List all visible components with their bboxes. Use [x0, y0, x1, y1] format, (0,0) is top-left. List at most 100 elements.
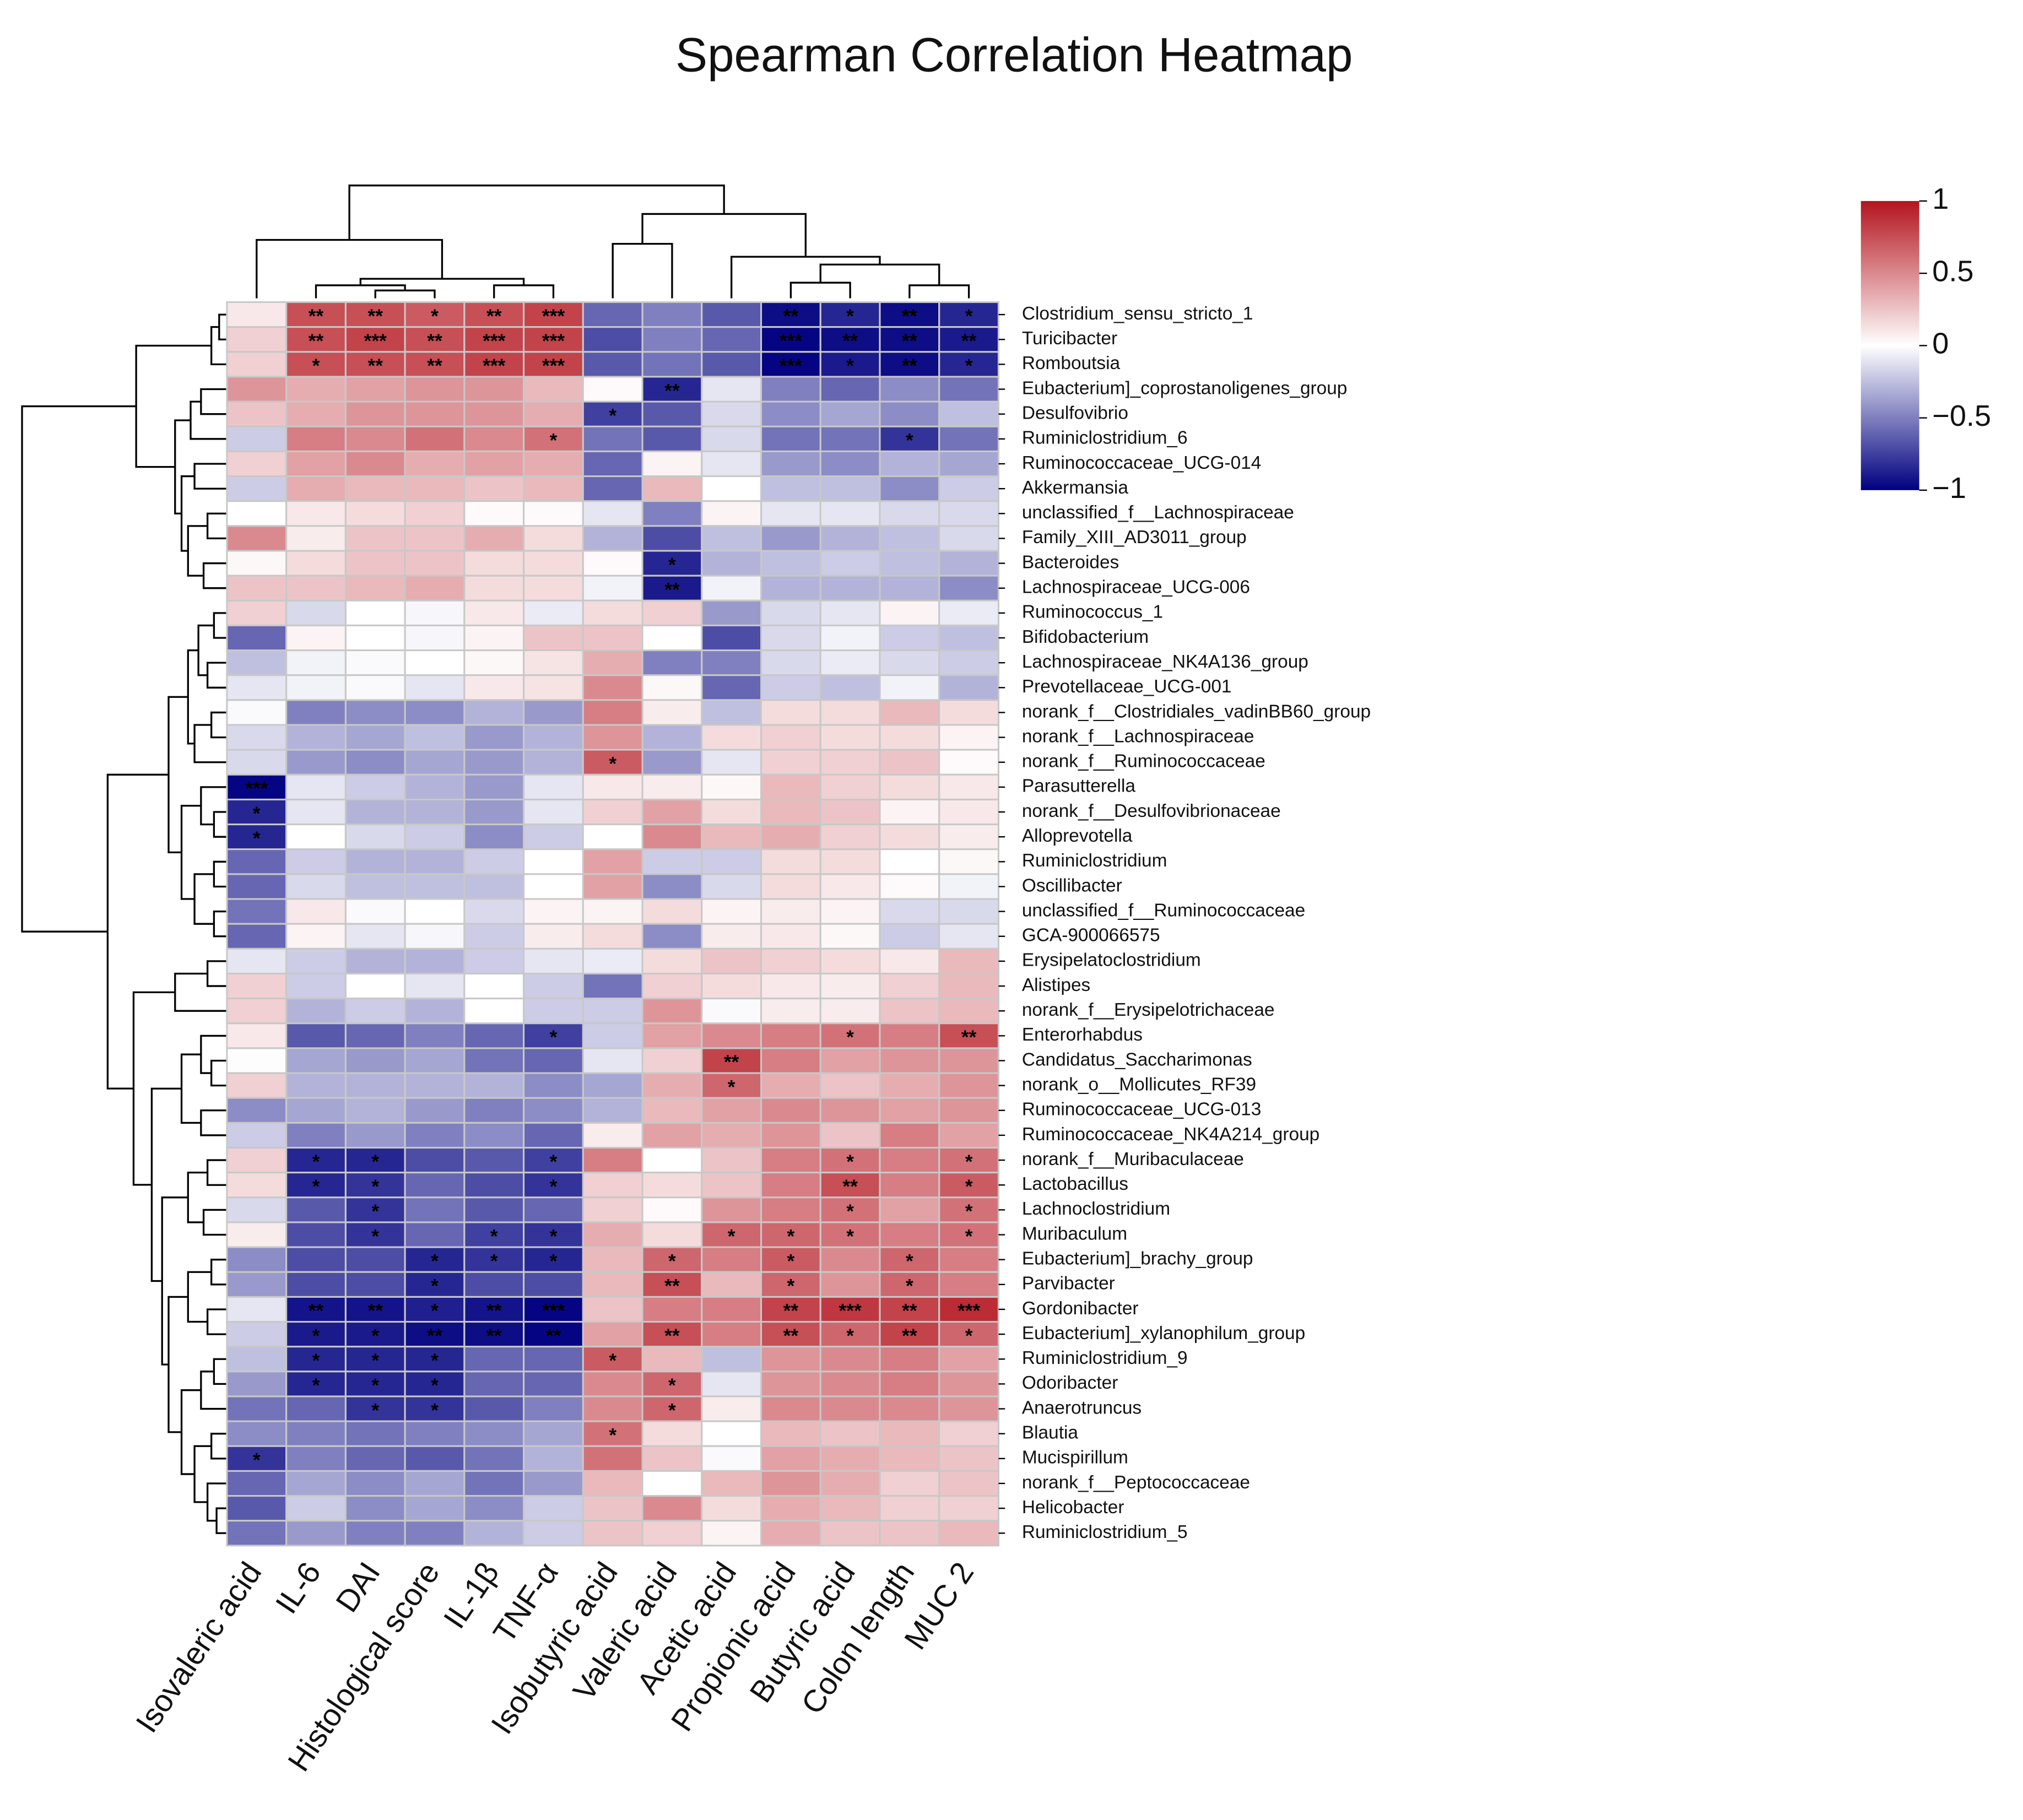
heatmap-cell	[463, 998, 525, 1025]
heatmap-cell	[226, 475, 288, 502]
heatmap-cell	[641, 674, 703, 701]
heatmap-cell	[760, 1470, 821, 1497]
heatmap-cell	[819, 450, 881, 478]
heatmap-cell	[819, 525, 881, 552]
heatmap-cell	[285, 1495, 347, 1522]
heatmap-cell	[938, 1371, 999, 1398]
dendrogram-branch	[213, 860, 227, 888]
heatmap-cell	[701, 749, 762, 776]
significance-mark: **	[427, 331, 442, 352]
heatmap-cell	[226, 599, 288, 626]
heatmap-cell	[404, 1122, 466, 1149]
heatmap-cell	[285, 1271, 347, 1298]
heatmap-cell	[226, 525, 288, 552]
dendrogram-branch	[908, 284, 970, 299]
heatmap-cell	[819, 674, 881, 701]
heatmap-cell	[404, 1470, 466, 1497]
dendrogram-branch	[200, 1109, 227, 1136]
significance-mark: *	[431, 1350, 439, 1372]
heatmap-cell	[582, 923, 643, 950]
significance-mark: *	[609, 1424, 616, 1446]
significance-mark: **	[902, 306, 917, 327]
heatmap-cell	[344, 1470, 406, 1497]
heatmap-cell	[404, 1495, 466, 1522]
row-label: Romboutsia	[1022, 353, 1121, 373]
heatmap-cell	[404, 1445, 466, 1472]
heatmap-cell	[523, 400, 584, 427]
heatmap-cell	[463, 1022, 525, 1049]
heatmap-cell	[344, 898, 406, 925]
heatmap-cell	[701, 1296, 762, 1323]
heatmap-cell	[463, 400, 525, 427]
row-label: norank_f__Ruminococcaceae	[1022, 751, 1265, 772]
heatmap-cell	[879, 1196, 940, 1223]
heatmap-cell	[701, 724, 762, 751]
heatmap-cell	[938, 1271, 999, 1298]
row-label: Alloprevotella	[1022, 826, 1133, 846]
heatmap-cell	[463, 1246, 525, 1273]
heatmap-cell	[760, 575, 821, 602]
heatmap-cell	[819, 699, 881, 726]
heatmap-cell	[819, 400, 881, 427]
column-label: IL-6	[269, 1556, 328, 1619]
heatmap-cell	[582, 351, 643, 378]
heatmap-cell	[701, 1520, 762, 1547]
heatmap-cell	[701, 923, 762, 950]
heatmap-cell	[404, 450, 466, 478]
heatmap-cell	[760, 972, 821, 1000]
heatmap-cell	[463, 699, 525, 726]
heatmap-cell	[760, 923, 821, 950]
heatmap-cell	[879, 1221, 940, 1248]
heatmap-cell	[879, 1346, 940, 1373]
significance-mark: *	[906, 1276, 913, 1297]
heatmap-cell	[879, 1445, 940, 1472]
heatmap-cell	[463, 525, 525, 552]
significance-mark: **	[902, 1325, 917, 1347]
heatmap-cell	[523, 1072, 584, 1099]
heatmap-cell	[226, 674, 288, 701]
row-label: Gordonibacter	[1022, 1298, 1139, 1319]
heatmap-cell	[226, 824, 288, 851]
heatmap-cell	[819, 575, 881, 602]
heatmap-cell	[344, 1072, 406, 1099]
heatmap-cell	[404, 798, 466, 826]
heatmap-cell	[582, 947, 643, 975]
row-label: Mucispirillum	[1022, 1448, 1128, 1468]
heatmap-cell	[701, 450, 762, 478]
heatmap-cell	[344, 425, 406, 452]
significance-mark: **	[486, 1301, 502, 1322]
heatmap-cell	[938, 1196, 999, 1223]
heatmap-cell	[641, 1022, 703, 1049]
significance-mark: **	[486, 306, 502, 327]
heatmap-cell	[641, 500, 703, 527]
heatmap-cell	[819, 1196, 881, 1223]
heatmap-cell	[701, 1321, 762, 1348]
heatmap-cell	[523, 674, 584, 701]
significance-mark: *	[965, 1176, 973, 1198]
heatmap-cell	[879, 550, 940, 577]
significance-mark: ***	[483, 355, 505, 377]
heatmap-cell	[226, 1371, 288, 1398]
heatmap-cells: ** ** * ** *** ** * ** *** *** ** *** *** *** ** ** *** *…	[226, 301, 999, 1547]
significance-mark: *	[668, 1250, 676, 1272]
heatmap-cell	[226, 649, 288, 676]
heatmap-cell	[344, 998, 406, 1025]
heatmap-cell	[285, 450, 347, 478]
dendrogram-branch	[180, 805, 201, 900]
dendrogram-branch	[210, 1059, 227, 1087]
significance-mark: **	[724, 1052, 739, 1073]
heatmap-cell	[404, 1520, 466, 1547]
heatmap-cell	[226, 500, 288, 527]
heatmap-cell	[523, 848, 584, 875]
heatmap-cell	[760, 1271, 821, 1298]
row-label: Anaerotruncus	[1022, 1398, 1142, 1418]
heatmap-cell	[463, 1445, 525, 1472]
heatmap-cell	[344, 376, 406, 403]
heatmap-cell	[226, 1146, 288, 1174]
heatmap-cell	[819, 1146, 881, 1174]
heatmap-cell	[938, 1097, 999, 1124]
heatmap-cell	[463, 1196, 525, 1223]
significance-mark: *	[431, 1276, 439, 1297]
heatmap-cell	[285, 326, 347, 353]
